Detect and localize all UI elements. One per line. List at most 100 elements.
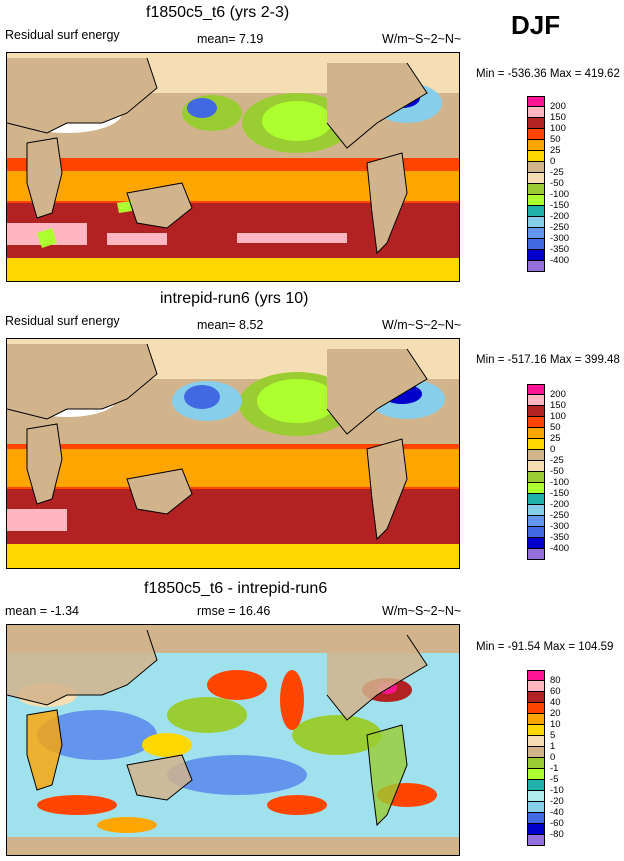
season-label: DJF xyxy=(511,10,561,40)
legend-swatch xyxy=(527,725,545,736)
panel3-mean-label: mean = -1.34 xyxy=(5,604,80,618)
legend-swatch xyxy=(527,769,545,780)
legend-swatch xyxy=(527,261,545,272)
legend-label: -50 xyxy=(550,178,564,189)
legend-label: 200 xyxy=(550,101,566,112)
legend-swatch xyxy=(527,835,545,846)
legend-label: -300 xyxy=(550,233,570,244)
legend-swatch xyxy=(527,107,545,118)
legend-label: -20 xyxy=(550,796,564,807)
legend-swatch xyxy=(527,692,545,703)
legend-swatch xyxy=(527,824,545,835)
legend-label: -60 xyxy=(550,818,564,829)
legend-swatch xyxy=(527,703,545,714)
panel1-minmax: Min = -536.36 Max = 419.62 xyxy=(476,68,620,80)
legend-swatch xyxy=(527,549,545,560)
legend-label: 1 xyxy=(550,741,556,752)
legend-label: -100 xyxy=(550,189,570,200)
legend-label: 10 xyxy=(550,719,561,730)
legend-swatch xyxy=(527,417,545,428)
legend-swatch xyxy=(527,472,545,483)
legend-label: 50 xyxy=(550,134,561,145)
legend-swatch xyxy=(527,813,545,824)
legend-swatch xyxy=(527,195,545,206)
legend-swatch xyxy=(527,791,545,802)
legend-label: -80 xyxy=(550,829,564,840)
panel2-units-label: W/m~S~2~N~ xyxy=(382,318,462,332)
legend-swatch xyxy=(527,395,545,406)
legend-swatch xyxy=(527,384,545,395)
legend-swatch xyxy=(527,450,545,461)
legend-swatch xyxy=(527,747,545,758)
legend-swatch xyxy=(527,228,545,239)
legend-label: -10 xyxy=(550,785,564,796)
legend-label: -5 xyxy=(550,774,559,785)
legend-swatch xyxy=(527,428,545,439)
legend-swatch xyxy=(527,483,545,494)
legend-swatch xyxy=(527,151,545,162)
legend-swatch xyxy=(527,129,545,140)
panel1-mean-label: mean= 7.19 xyxy=(197,32,264,46)
legend-label: 80 xyxy=(550,675,561,686)
legend-label: -200 xyxy=(550,499,570,510)
legend-swatch xyxy=(527,714,545,725)
legend-swatch xyxy=(527,494,545,505)
legend-label: 0 xyxy=(550,752,556,763)
panel2-map xyxy=(6,338,460,569)
legend-label: 100 xyxy=(550,411,566,422)
legend-swatch xyxy=(527,184,545,195)
legend-label: -1 xyxy=(550,763,559,774)
legend-label: -150 xyxy=(550,488,570,499)
legend-swatch xyxy=(527,118,545,129)
panel2-variable-label: Residual surf energy xyxy=(5,314,120,328)
panel3-units-label: W/m~S~2~N~ xyxy=(382,604,462,618)
legend-swatch xyxy=(527,250,545,261)
legend-label: 25 xyxy=(550,145,561,156)
legend-swatch xyxy=(527,736,545,747)
panel2-minmax: Min = -517.16 Max = 399.48 xyxy=(476,354,620,366)
legend-swatch xyxy=(527,239,545,250)
legend-swatch xyxy=(527,527,545,538)
legend-label: -400 xyxy=(550,543,570,554)
legend-label: 25 xyxy=(550,433,561,444)
legend-label: -50 xyxy=(550,466,564,477)
legend-swatch xyxy=(527,406,545,417)
legend-swatch xyxy=(527,162,545,173)
panel1-variable-label: Residual surf energy xyxy=(5,28,120,42)
legend-swatch xyxy=(527,758,545,769)
legend-label: 0 xyxy=(550,156,556,167)
legend-label: -350 xyxy=(550,244,570,255)
legend-label: -350 xyxy=(550,532,570,543)
legend-label: -100 xyxy=(550,477,570,488)
legend-label: 50 xyxy=(550,422,561,433)
panel2-mean-label: mean= 8.52 xyxy=(197,318,264,332)
legend-label: -200 xyxy=(550,211,570,222)
panel1-map xyxy=(6,52,460,282)
legend-swatch xyxy=(527,516,545,527)
legend-label: -400 xyxy=(550,255,570,266)
panel3-map xyxy=(6,624,460,856)
panel3-title: f1850c5_t6 - intrepid-run6 xyxy=(144,580,328,597)
legend-label: 40 xyxy=(550,697,561,708)
legend-label: 20 xyxy=(550,708,561,719)
legend-label: -25 xyxy=(550,455,564,466)
legend-label: 200 xyxy=(550,389,566,400)
legend-label: 150 xyxy=(550,112,566,123)
legend-label: -150 xyxy=(550,200,570,211)
legend-swatch xyxy=(527,802,545,813)
legend-swatch xyxy=(527,96,545,107)
legend-swatch xyxy=(527,140,545,151)
legend-label: 60 xyxy=(550,686,561,697)
legend-swatch xyxy=(527,206,545,217)
legend-swatch xyxy=(527,217,545,228)
legend-swatch xyxy=(527,505,545,516)
legend-label: -25 xyxy=(550,167,564,178)
legend-label: 0 xyxy=(550,444,556,455)
legend-swatch xyxy=(527,538,545,549)
legend-label: -250 xyxy=(550,222,570,233)
legend-label: -300 xyxy=(550,521,570,532)
panel3-minmax: Min = -91.54 Max = 104.59 xyxy=(476,641,614,653)
legend-label: 100 xyxy=(550,123,566,134)
panel1-units-label: W/m~S~2~N~ xyxy=(382,32,462,46)
legend-label: 150 xyxy=(550,400,566,411)
